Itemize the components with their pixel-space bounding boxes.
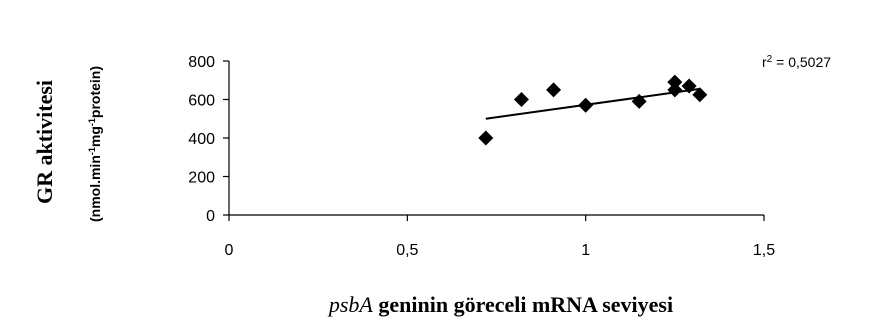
data-point: [681, 78, 697, 94]
x-tick-label: 1,5: [753, 242, 775, 259]
ticks-layer: 0 200 400 600 800 0 0,5 1 1,5: [188, 54, 775, 259]
r-squared-annotation: r2 = 0,5027: [762, 54, 831, 71]
y-units-exp-2: -1: [87, 118, 97, 126]
y-axis-units: (nmol.min-1mg-1protein): [87, 66, 103, 222]
points-layer: [478, 74, 708, 146]
x-axis-title-rest: geninin göreceli mRNA seviyesi: [373, 292, 673, 317]
x-axis-title-gene: psbA: [327, 292, 374, 317]
y-units-part-2: mg: [87, 126, 103, 147]
y-tick-label: 200: [188, 170, 215, 187]
data-point: [667, 74, 683, 90]
x-tick-label: 0,5: [396, 242, 418, 259]
y-tick-label: 400: [188, 131, 215, 148]
y-units-part-1: (nmol.min: [87, 155, 103, 222]
data-point: [546, 82, 562, 98]
y-tick-label: 0: [206, 208, 215, 225]
y-tick-label: 800: [188, 54, 215, 71]
y-units-part-3: protein): [87, 66, 103, 118]
data-point: [513, 92, 529, 107]
data-point: [478, 130, 494, 146]
y-axis-title: GR aktivitesi: [32, 80, 57, 204]
data-point: [692, 87, 708, 103]
r-squared-exponent: 2: [767, 54, 773, 65]
trendline-layer: [485, 87, 700, 120]
data-point: [578, 97, 594, 113]
x-axis-title: psbA geninin göreceli mRNA seviyesi: [327, 292, 673, 317]
y-units-exp-1: -1: [87, 147, 97, 155]
x-tick-label: 1: [581, 242, 590, 259]
r-squared-value: = 0,5027: [772, 54, 831, 70]
trendline: [485, 87, 700, 120]
data-point: [667, 82, 683, 98]
r-squared-symbol: r: [762, 54, 767, 70]
y-tick-label: 600: [188, 93, 215, 110]
data-point: [631, 93, 647, 109]
x-tick-label: 0: [225, 242, 234, 259]
